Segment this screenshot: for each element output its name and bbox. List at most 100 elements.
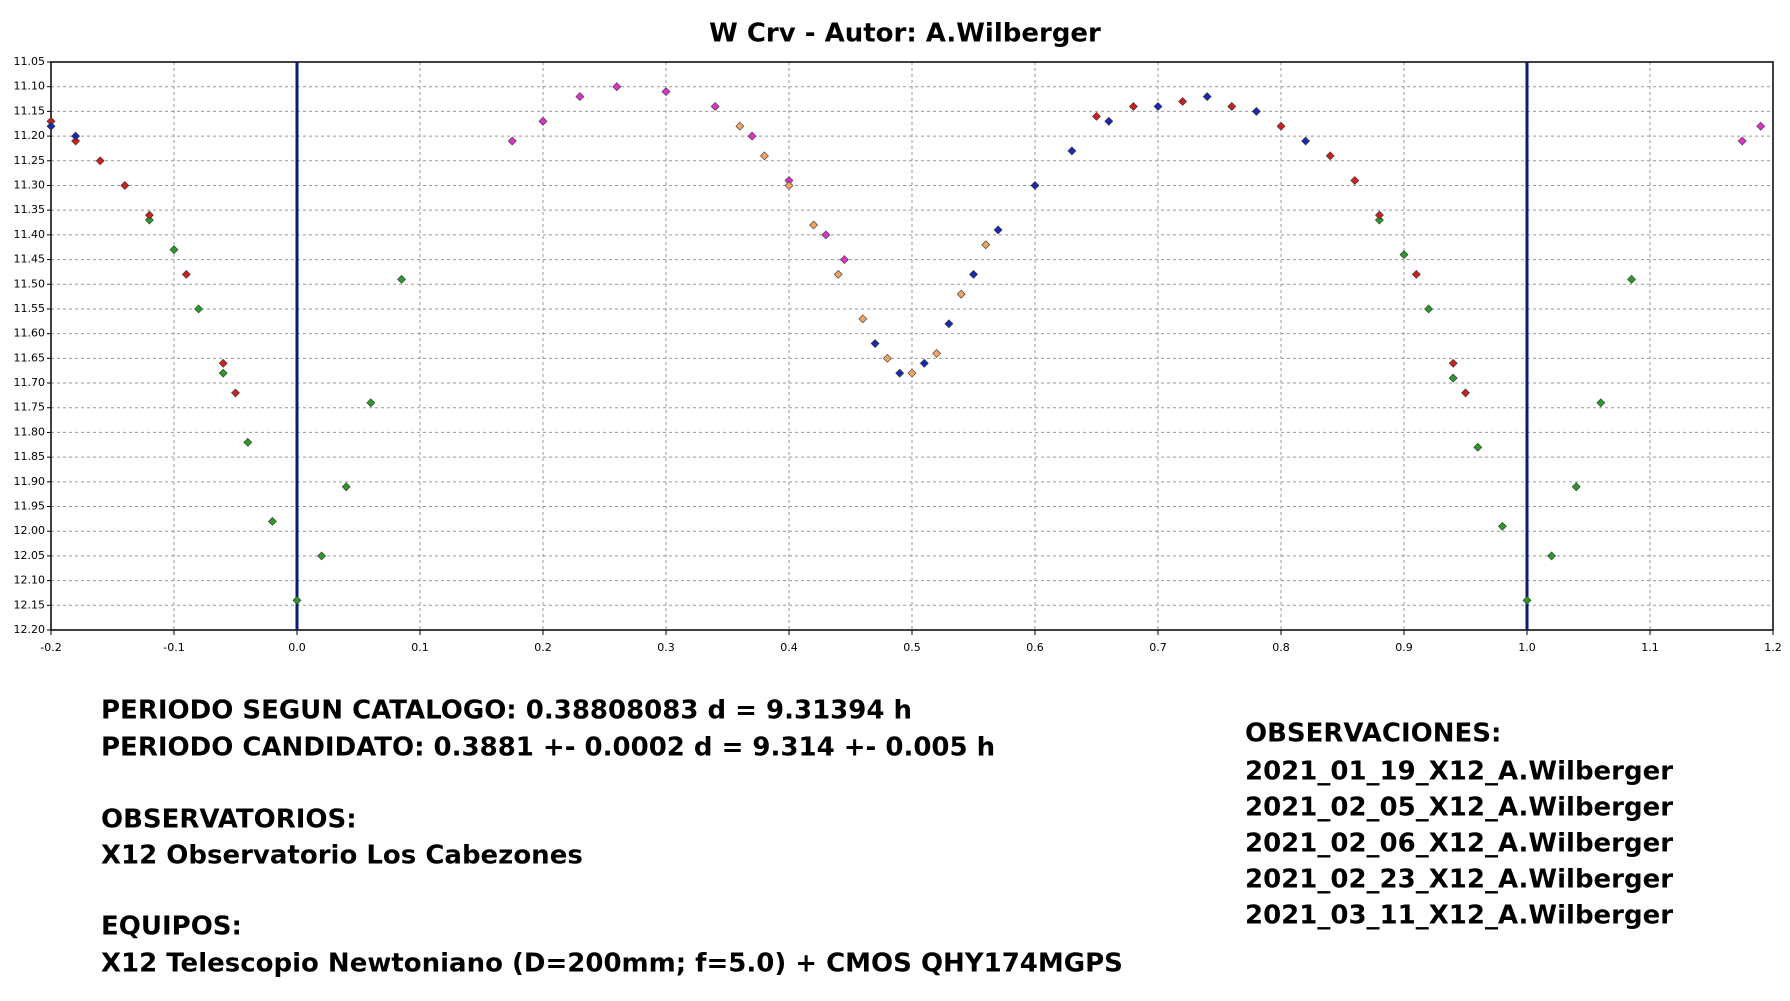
y-tick-label: 11.45	[14, 253, 46, 266]
y-tick-label: 12.10	[14, 574, 46, 587]
y-tick-label: 11.80	[14, 425, 46, 438]
data-point	[1276, 121, 1286, 131]
y-tick-label: 11.75	[14, 401, 46, 414]
data-point	[71, 136, 81, 146]
data-point	[833, 269, 843, 279]
data-point	[575, 92, 585, 101]
x-tick-label: -0.1	[163, 641, 184, 654]
data-point	[747, 131, 757, 141]
note: OBSERVATORIOS:	[101, 805, 357, 835]
data-point	[144, 210, 154, 220]
data-point	[839, 255, 849, 264]
data-point	[538, 116, 548, 126]
data-point	[809, 220, 819, 230]
data-point	[1301, 136, 1311, 146]
data-point	[1128, 102, 1138, 111]
x-tick-label: 0.0	[288, 641, 306, 654]
data-point	[981, 240, 991, 250]
x-tick-label: 1.2	[1764, 641, 1782, 654]
y-tick-label: 11.85	[14, 450, 46, 463]
data-point	[1596, 398, 1606, 408]
y-tick-label: 11.55	[14, 302, 46, 315]
data-point	[1448, 373, 1458, 383]
x-tick-label: 0.3	[657, 641, 675, 654]
data-point	[366, 398, 376, 408]
y-tick-label: 11.20	[14, 129, 46, 142]
y-tick-label: 11.50	[14, 277, 46, 290]
data-point	[1461, 388, 1470, 398]
y-tick-label: 12.00	[14, 524, 46, 537]
note: PERIODO CANDIDATO: 0.3881 +- 0.0002 d = …	[101, 733, 995, 763]
data-point	[181, 269, 191, 279]
data-point	[267, 516, 277, 526]
y-tick-label: 12.05	[14, 549, 46, 562]
data-point	[1202, 92, 1212, 101]
data-point	[1325, 151, 1335, 161]
data-point	[784, 181, 794, 190]
data-point	[144, 215, 154, 225]
data-point	[1411, 269, 1421, 279]
observation: 2021_02_23_X12_A.Wilberger	[1245, 865, 1673, 895]
data-point	[1547, 551, 1557, 561]
data-point	[1178, 97, 1188, 106]
y-tick-label: 11.95	[14, 500, 46, 513]
data-point	[243, 437, 253, 447]
observation: 2021_03_11_X12_A.Wilberger	[1245, 901, 1673, 931]
x-tick-label: 0.5	[903, 641, 921, 654]
data-point	[1092, 111, 1101, 121]
data-point	[1522, 595, 1532, 605]
note: EQUIPOS:	[101, 912, 242, 942]
y-tick-label: 11.60	[14, 327, 46, 340]
data-point	[612, 82, 622, 92]
data-point	[759, 151, 769, 161]
data-point	[821, 230, 831, 240]
data-point	[71, 131, 81, 141]
x-tick-label: 1.0	[1518, 641, 1536, 654]
data-point	[120, 181, 130, 190]
chart-title: W Crv - Autor: A.Wilberger	[709, 19, 1101, 49]
x-tick-label: -0.2	[40, 641, 61, 654]
data-point	[317, 551, 327, 561]
observation: 2021_01_19_X12_A.Wilberger	[1245, 757, 1673, 787]
data-point	[1473, 442, 1483, 452]
note: X12 Observatorio Los Cabezones	[101, 841, 583, 871]
data-point	[993, 225, 1003, 235]
data-point	[932, 348, 942, 358]
data-point	[1153, 102, 1163, 111]
y-tick-label: 11.15	[14, 104, 46, 117]
data-point	[1756, 121, 1766, 131]
data-point	[397, 274, 406, 284]
data-point	[1627, 274, 1636, 284]
x-tick-label: 0.2	[534, 641, 552, 654]
data-point	[1227, 102, 1237, 111]
data-point	[218, 358, 228, 368]
data-point	[341, 482, 351, 492]
data-point	[169, 245, 179, 255]
data-point	[1374, 215, 1384, 225]
data-point	[1399, 250, 1409, 260]
data-point	[231, 388, 240, 398]
x-tick-label: 0.4	[780, 641, 798, 654]
x-tick-label: 1.1	[1641, 641, 1659, 654]
y-tick-label: 11.65	[14, 351, 46, 364]
data-point	[1448, 358, 1458, 368]
x-tick-label: 0.1	[411, 641, 429, 654]
data-point	[882, 353, 892, 363]
data-point	[661, 87, 671, 97]
data-point	[1104, 116, 1114, 126]
x-tick-label: 0.6	[1026, 641, 1044, 654]
data-point	[95, 156, 105, 166]
data-point	[735, 121, 745, 131]
note: X12 Telescopio Newtoniano (D=200mm; f=5.…	[101, 949, 1123, 979]
y-tick-label: 11.10	[14, 80, 46, 93]
y-tick-label: 11.30	[14, 178, 46, 191]
data-point	[1497, 521, 1507, 531]
y-tick-label: 11.40	[14, 228, 46, 241]
data-point	[194, 304, 204, 314]
x-tick-label: 0.7	[1149, 641, 1167, 654]
data-point	[218, 368, 228, 378]
observations-heading: OBSERVACIONES:	[1245, 719, 1501, 749]
data-point	[292, 595, 302, 605]
data-point	[858, 314, 868, 324]
